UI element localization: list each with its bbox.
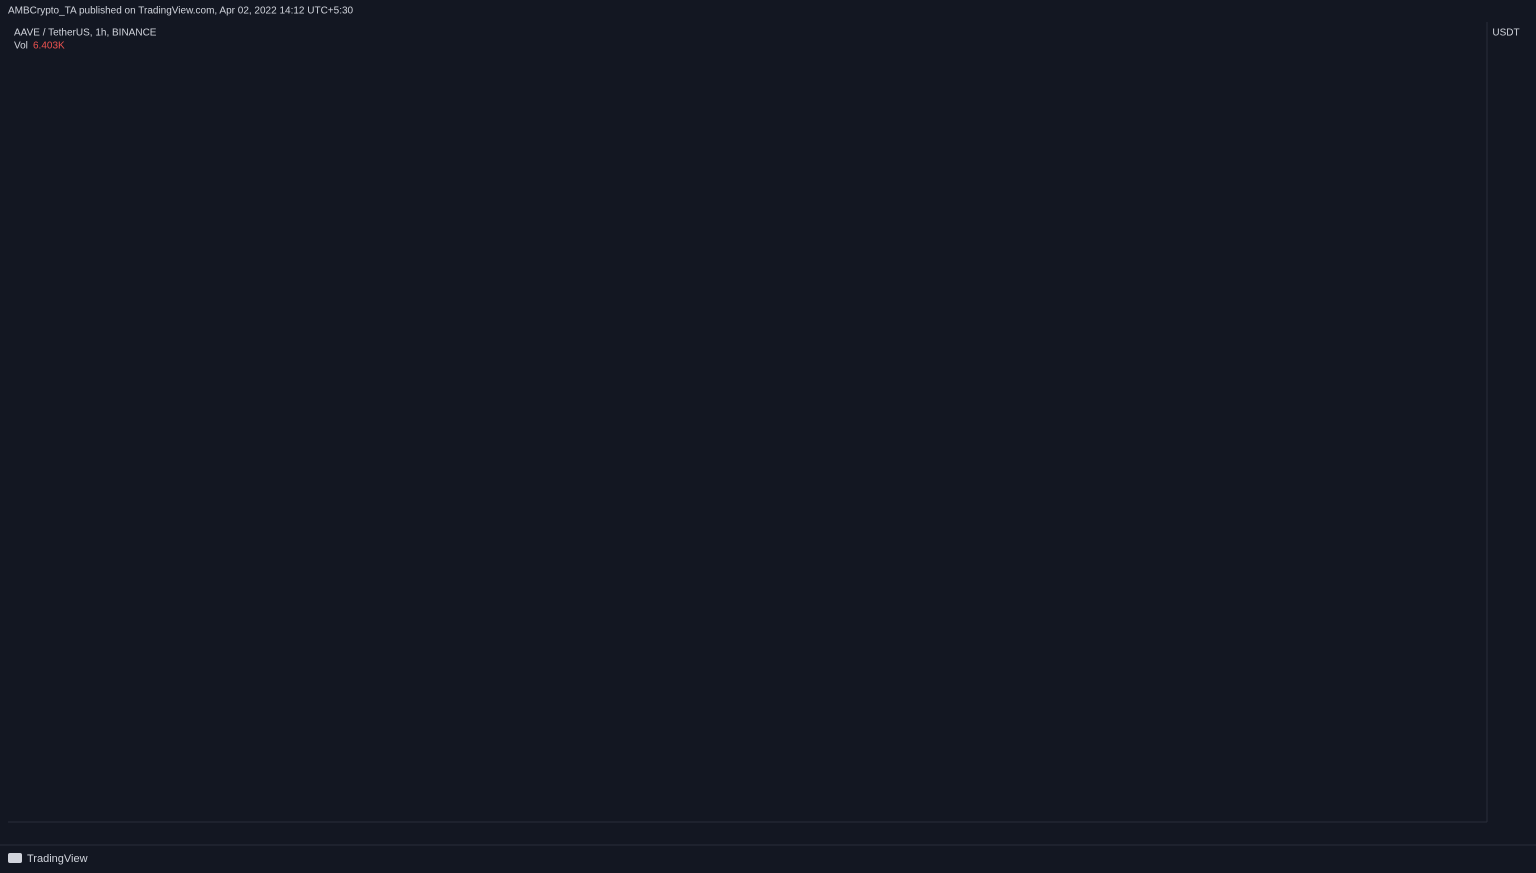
vol-value: 6.403K	[33, 41, 65, 52]
logo	[8, 853, 22, 863]
vol-label: Vol	[14, 41, 28, 52]
publisher: AMBCrypto_TA published on TradingView.co…	[8, 6, 354, 17]
brand: TradingView	[27, 853, 88, 865]
symbol: AAVE / TetherUS, 1h, BINANCE	[14, 28, 157, 39]
currency: USDT	[1492, 28, 1519, 39]
